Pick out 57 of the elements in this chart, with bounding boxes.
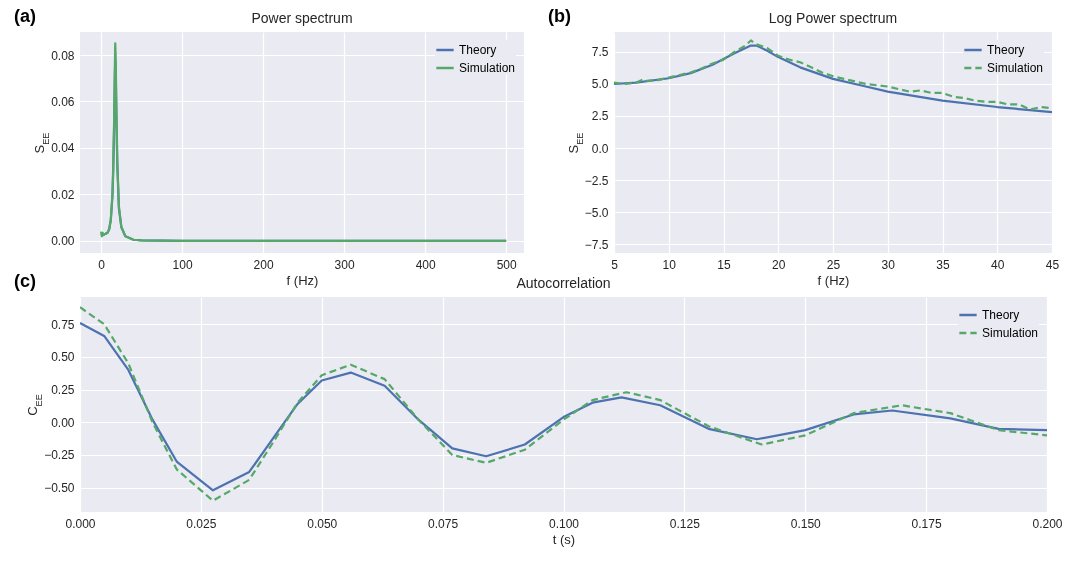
x-tick-label: 0.050 bbox=[307, 516, 338, 531]
y-tick-label: −5.0 bbox=[584, 205, 609, 220]
y-tick-label: 5.0 bbox=[591, 77, 609, 92]
text: (a) bbox=[14, 6, 36, 26]
x-tick-label: 15 bbox=[717, 257, 731, 272]
y-tick-label: 0.00 bbox=[51, 415, 75, 430]
y-tick-label: 0.06 bbox=[51, 94, 75, 109]
y-tick-label: −2.5 bbox=[584, 173, 609, 188]
y-tick-label: 0.75 bbox=[51, 317, 75, 332]
x-tick-label: 200 bbox=[253, 257, 274, 272]
y-tick-label: −0.50 bbox=[44, 481, 75, 496]
x-axis-title: t (s) bbox=[552, 531, 576, 547]
x-tick-label: 0.000 bbox=[65, 516, 96, 531]
y-tick-label: 2.5 bbox=[591, 109, 609, 124]
y-tick-label: 0.02 bbox=[51, 187, 75, 202]
y-tick-label: 7.5 bbox=[591, 45, 609, 60]
y-tick-label: −0.25 bbox=[44, 448, 75, 463]
x-tick-label: 45 bbox=[1045, 257, 1060, 272]
y-tick-label: 0.50 bbox=[51, 350, 75, 365]
legend-label: Theory bbox=[982, 308, 1020, 322]
x-tick-label: 0.200 bbox=[1032, 516, 1063, 531]
legend-label: Simulation bbox=[987, 61, 1044, 75]
x-tick-label: 100 bbox=[172, 257, 193, 272]
text: (c) bbox=[14, 271, 36, 291]
chart-title: Log Power spectrum bbox=[768, 10, 898, 26]
x-tick-label: 0.100 bbox=[548, 516, 580, 531]
x-tick-label: 500 bbox=[496, 257, 518, 272]
x-axis-title: f (Hz) bbox=[286, 272, 319, 288]
chart-title: Power spectrum bbox=[251, 10, 353, 26]
x-tick-label: 0.175 bbox=[911, 516, 942, 531]
x-tick-label: 0.150 bbox=[790, 516, 822, 531]
text: (b) bbox=[548, 6, 571, 26]
x-tick-label: 25 bbox=[826, 257, 841, 272]
y-tick-label: 0.0 bbox=[591, 141, 609, 156]
x-tick-label: 20 bbox=[772, 257, 786, 272]
x-tick-label: 5 bbox=[611, 257, 619, 272]
x-tick-label: 400 bbox=[415, 257, 436, 272]
y-tick-label: 0.00 bbox=[51, 234, 75, 249]
x-tick-label: 30 bbox=[881, 257, 896, 272]
y-tick-label: 0.25 bbox=[51, 383, 75, 398]
legend-label: Simulation bbox=[459, 61, 516, 75]
x-axis-title: f (Hz) bbox=[817, 272, 850, 288]
x-tick-label: 0 bbox=[98, 257, 106, 272]
x-tick-label: 35 bbox=[936, 257, 950, 272]
y-tick-label: 0.08 bbox=[51, 48, 75, 63]
chart-title: Autocorrelation bbox=[516, 275, 611, 291]
legend-label: Theory bbox=[459, 43, 497, 57]
x-tick-label: 0.025 bbox=[186, 516, 217, 531]
y-tick-label: 0.04 bbox=[51, 141, 75, 156]
y-tick-label: −7.5 bbox=[584, 237, 609, 252]
x-tick-label: 0.075 bbox=[428, 516, 459, 531]
x-tick-label: 40 bbox=[991, 257, 1005, 272]
legend-label: Simulation bbox=[982, 326, 1039, 340]
x-tick-label: 300 bbox=[334, 257, 355, 272]
legend-label: Theory bbox=[987, 43, 1025, 57]
x-tick-label: 10 bbox=[662, 257, 677, 272]
x-tick-label: 0.125 bbox=[669, 516, 701, 531]
